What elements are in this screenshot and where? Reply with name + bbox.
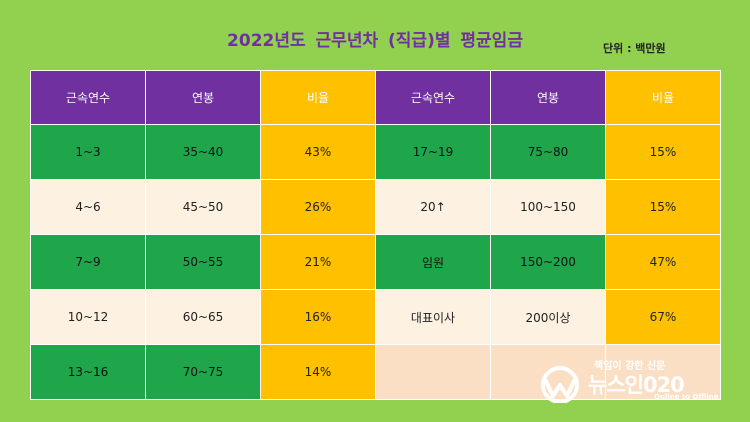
header-ratio-2: 비율	[605, 70, 721, 125]
cell-empty	[605, 344, 721, 400]
cell-ratio-2: 67%	[605, 289, 721, 345]
cell-salary: 60~65	[145, 289, 261, 345]
cell-tenure-2: 임원	[375, 234, 491, 290]
cell-ratio: 16%	[260, 289, 376, 345]
cell-salary: 70~75	[145, 344, 261, 400]
cell-tenure: 1~3	[30, 124, 146, 180]
cell-tenure: 4~6	[30, 179, 146, 235]
cell-ratio: 21%	[260, 234, 376, 290]
header-tenure-2: 근속연수	[375, 70, 491, 125]
cell-salary-2: 100~150	[490, 179, 606, 235]
cell-ratio: 14%	[260, 344, 376, 400]
newsin-logo-icon	[541, 366, 579, 403]
cell-tenure: 13~16	[30, 344, 146, 400]
cell-tenure: 7~9	[30, 234, 146, 290]
header-salary: 연봉	[145, 70, 261, 125]
header-salary-2: 연봉	[490, 70, 606, 125]
table-header-row: 근속연수 연봉 비율 근속연수 연봉 비율	[30, 70, 721, 125]
salary-table: 근속연수 연봉 비율 근속연수 연봉 비율 1~3 35~40 43% 17~1…	[30, 70, 721, 400]
table-row: 7~9 50~55 21% 임원 150~200 47%	[30, 234, 721, 290]
cell-salary: 45~50	[145, 179, 261, 235]
cell-salary-2: 200이상	[490, 289, 606, 345]
cell-tenure: 10~12	[30, 289, 146, 345]
table-row: 13~16 70~75 14%	[30, 344, 721, 400]
table-row: 10~12 60~65 16% 대표이사 200이상 67%	[30, 289, 721, 345]
unit-label: 단위 : 백만원	[603, 42, 666, 55]
cell-tenure-2: 17~19	[375, 124, 491, 180]
cell-ratio-2: 15%	[605, 179, 721, 235]
cell-salary-2: 75~80	[490, 124, 606, 180]
watermark-name: 뉴스인020	[588, 373, 685, 397]
cell-tenure-2: 20↑	[375, 179, 491, 235]
cell-empty	[375, 344, 491, 400]
header-tenure: 근속연수	[30, 70, 146, 125]
watermark-tagline: 책임이 강한 신문	[594, 361, 666, 372]
cell-salary-2: 150~200	[490, 234, 606, 290]
page-title: 2022년도 근무년차 (직급)별 평균임금	[227, 31, 523, 51]
cell-tenure-2: 대표이사	[375, 289, 491, 345]
table-row: 4~6 45~50 26% 20↑ 100~150 15%	[30, 179, 721, 235]
cell-ratio: 26%	[260, 179, 376, 235]
header-ratio: 비율	[260, 70, 376, 125]
cell-ratio: 43%	[260, 124, 376, 180]
watermark-subtitle: Online to Offline	[654, 393, 719, 401]
cell-ratio-2: 47%	[605, 234, 721, 290]
table-row: 1~3 35~40 43% 17~19 75~80 15%	[30, 124, 721, 180]
cell-salary: 50~55	[145, 234, 261, 290]
cell-ratio-2: 15%	[605, 124, 721, 180]
newsin-watermark-logo: 책임이 강한 신문 뉴스인020 Online to Offline	[536, 355, 726, 405]
cell-salary: 35~40	[145, 124, 261, 180]
